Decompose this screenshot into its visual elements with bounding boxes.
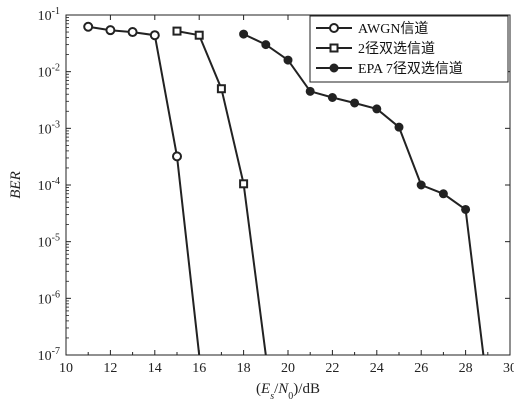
data-point xyxy=(83,21,94,32)
y-tick-label: 10-4 xyxy=(38,176,60,194)
legend-label: AWGN信道 xyxy=(358,21,428,37)
data-point xyxy=(416,180,426,190)
series-line xyxy=(243,33,485,356)
data-point xyxy=(172,26,182,36)
y-tick-label: 10-6 xyxy=(38,289,60,307)
series-3 xyxy=(239,29,485,356)
data-point xyxy=(327,93,337,103)
y-tick-label: 10-5 xyxy=(38,233,60,251)
series-1 xyxy=(83,21,201,356)
ticks-layer: 10 12 14 16 18 20 22 24 26 28 30 10-7 10-6 10-5 10-4 10… xyxy=(38,6,514,376)
data-point xyxy=(305,86,315,96)
data-point xyxy=(127,27,138,38)
y-tick-label: 10-1 xyxy=(38,6,60,24)
y-tick-label: 10-2 xyxy=(38,63,60,81)
legend-entry: 2径双选信道 xyxy=(316,41,435,57)
data-point xyxy=(216,84,226,94)
series-layer xyxy=(83,21,485,356)
y-axis-label: BER xyxy=(8,171,24,199)
legend-swatch-marker xyxy=(329,43,339,53)
data-point xyxy=(105,25,116,36)
data-point xyxy=(239,29,249,39)
x-tick-label: 20 xyxy=(281,361,295,376)
data-point xyxy=(350,98,360,108)
x-tick-label: 26 xyxy=(414,361,428,376)
data-point xyxy=(461,204,471,214)
y-tick-label: 10-3 xyxy=(38,119,60,137)
series-line xyxy=(88,25,201,356)
data-point xyxy=(438,189,448,199)
legend-entry: EPA 7径双选信道 xyxy=(316,61,463,77)
data-point xyxy=(394,122,404,132)
x-tick-label: 28 xyxy=(459,361,473,376)
data-point xyxy=(283,55,293,65)
x-tick-label: 30 xyxy=(503,361,514,376)
legend-label: EPA 7径双选信道 xyxy=(358,61,463,77)
x-axis-label: (Es/N0)/dB xyxy=(256,381,320,400)
x-tick-label: 10 xyxy=(59,361,73,376)
x-tick-label: 18 xyxy=(237,361,251,376)
legend: AWGN信道 2径双选信道 EPA 7径双选信道 xyxy=(309,15,509,83)
x-tick-label: 12 xyxy=(103,361,117,376)
x-tick-label: 16 xyxy=(192,361,206,376)
data-point xyxy=(372,104,382,114)
data-point xyxy=(172,151,182,162)
legend-swatch-marker xyxy=(329,63,339,73)
series-2 xyxy=(172,26,267,356)
legend-swatch-marker xyxy=(329,23,339,33)
legend-label: 2径双选信道 xyxy=(358,41,435,57)
data-point xyxy=(239,179,249,189)
x-tick-label: 24 xyxy=(370,361,384,376)
x-tick-label: 14 xyxy=(148,361,162,376)
series-line xyxy=(176,30,267,356)
y-tick-label: 10-7 xyxy=(38,346,60,364)
data-point xyxy=(194,30,204,40)
data-point xyxy=(149,30,160,41)
data-point xyxy=(261,40,271,50)
legend-entry: AWGN信道 xyxy=(316,21,428,37)
x-tick-label: 22 xyxy=(325,361,339,376)
